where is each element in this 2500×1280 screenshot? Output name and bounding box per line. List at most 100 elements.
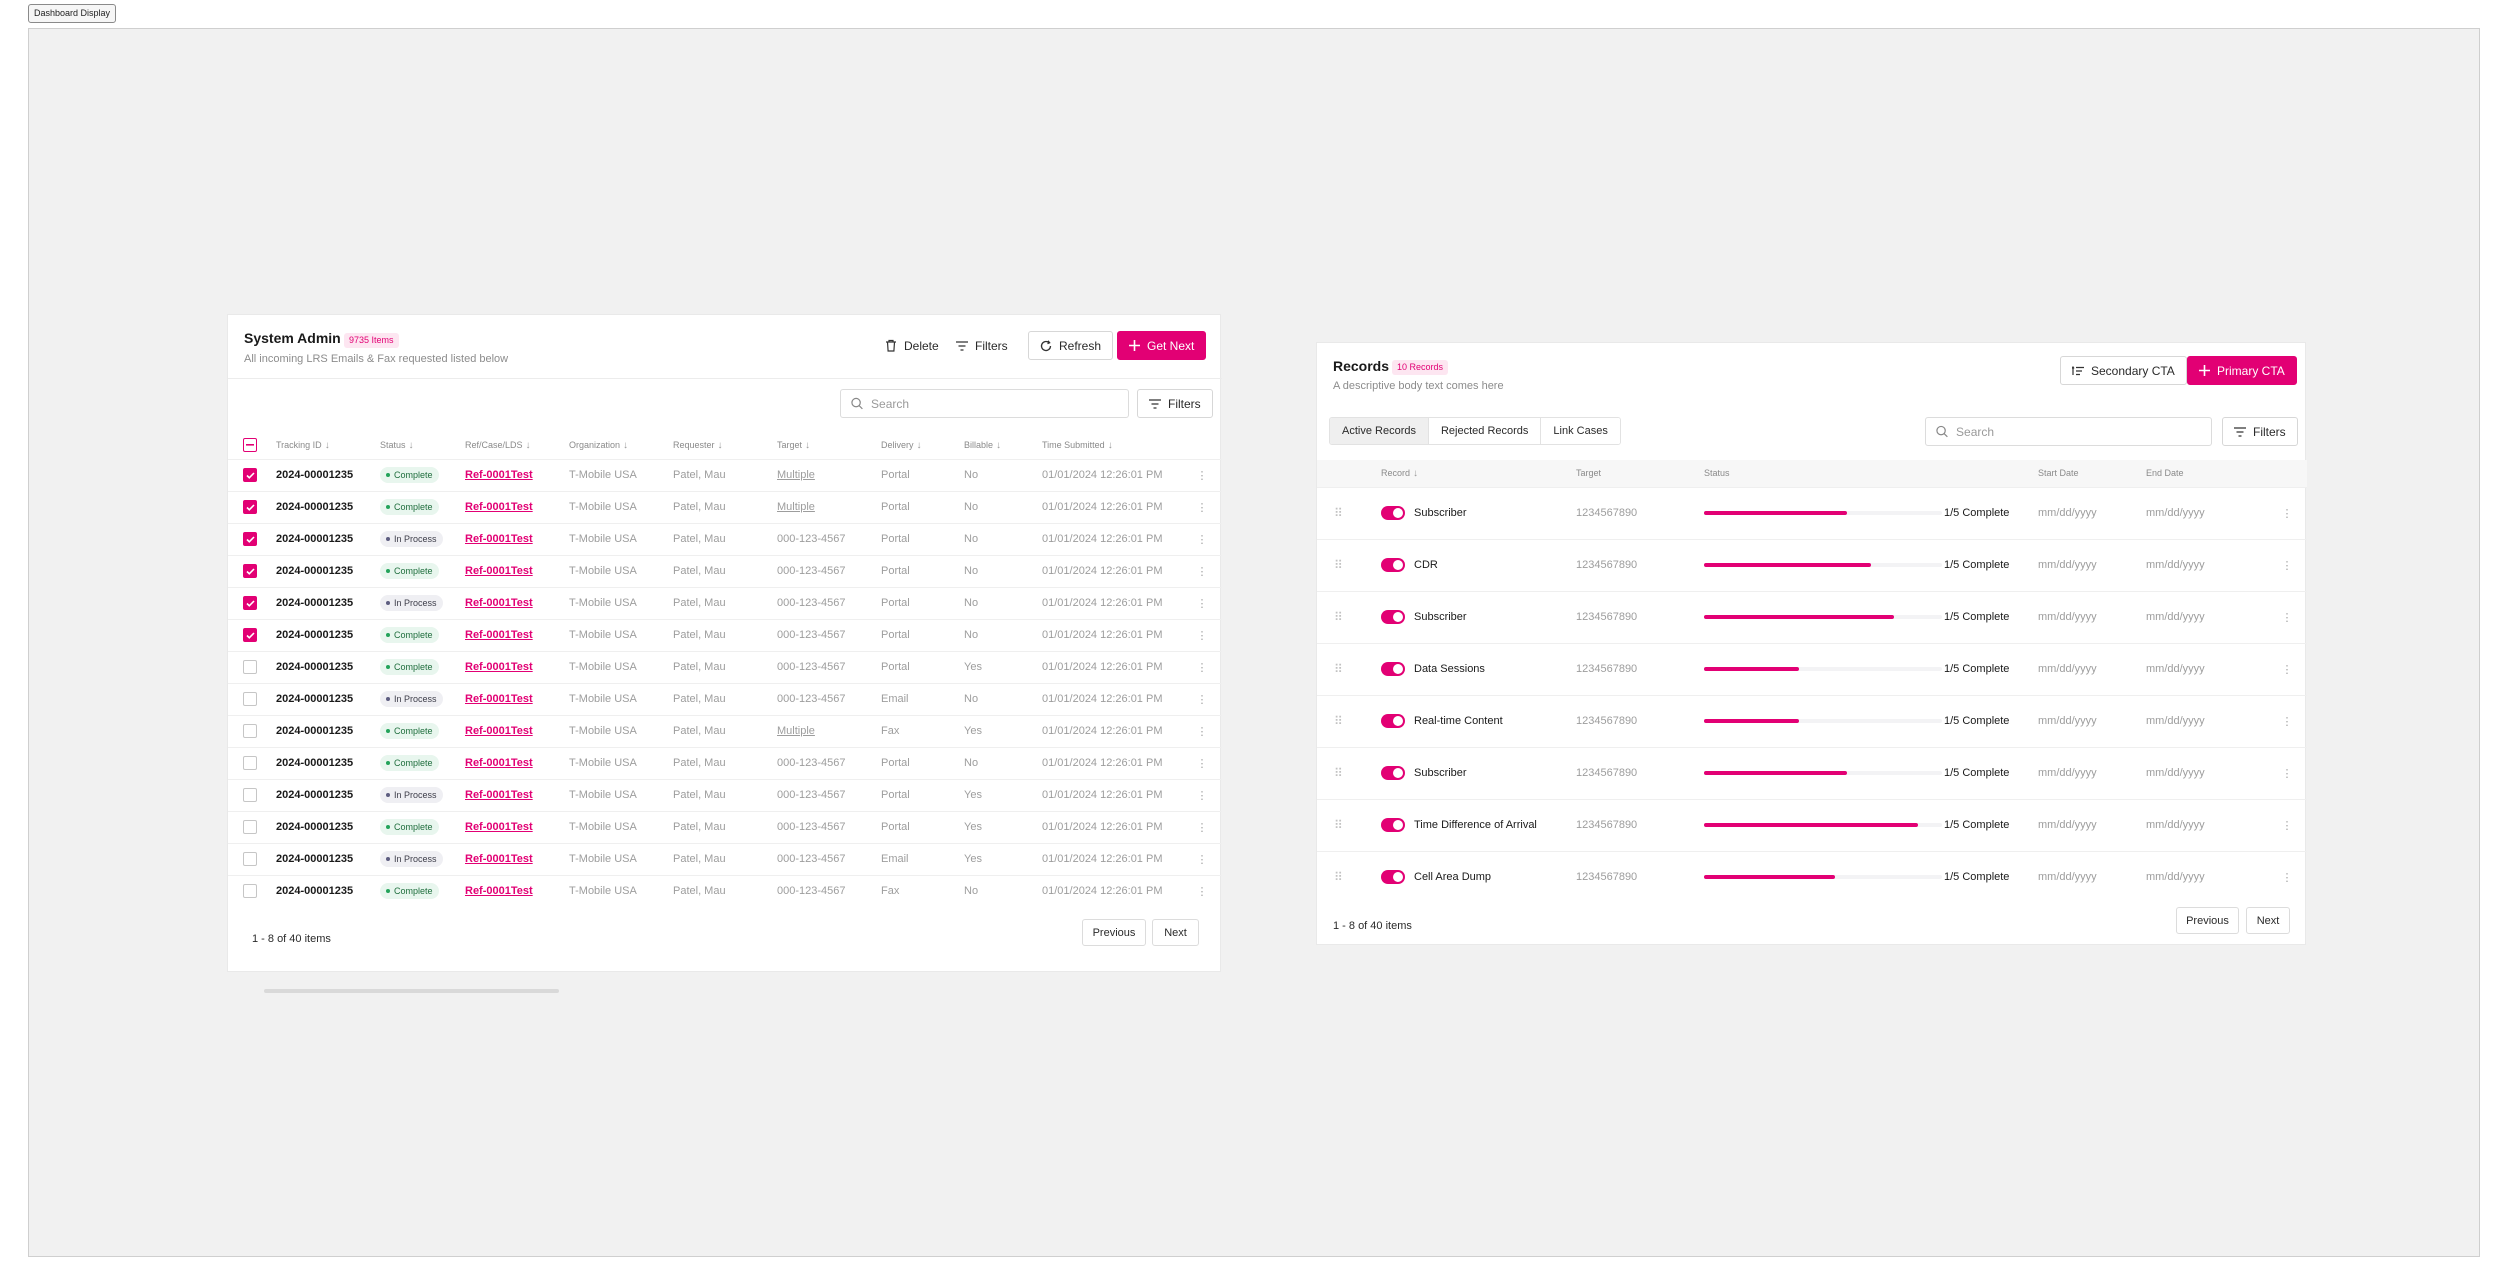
ref-link[interactable]: Ref-0001Test (465, 469, 533, 481)
drag-handle-icon[interactable]: ⠿ (1334, 506, 1343, 520)
row-menu-icon[interactable]: ⋮ (2267, 642, 2307, 695)
tab-rejected-records[interactable]: Rejected Records (1428, 418, 1542, 444)
row-checkbox[interactable] (243, 820, 257, 834)
records-search-input[interactable] (1956, 424, 2201, 439)
column-header[interactable]: Delivery ↓ (881, 439, 922, 451)
ref-link[interactable]: Ref-0001Test (465, 821, 533, 833)
row-menu-icon[interactable]: ⋮ (1182, 490, 1222, 523)
column-header[interactable]: Time Submitted ↓ (1042, 439, 1113, 451)
secondary-cta-button[interactable]: Secondary CTA (2060, 356, 2187, 385)
row-checkbox[interactable] (243, 532, 257, 546)
search-input[interactable] (871, 396, 1118, 411)
tab-link-cases[interactable]: Link Cases (1541, 418, 1620, 444)
ref-link[interactable]: Ref-0001Test (465, 661, 533, 673)
record-row[interactable]: ⠿ Subscriber 1234567890 1/5 Complete mm/dd/y… (1317, 486, 2307, 539)
column-header[interactable]: Record ↓ (1381, 467, 1419, 479)
row-menu-icon[interactable]: ⋮ (2267, 486, 2307, 539)
row-menu-icon[interactable]: ⋮ (2267, 746, 2307, 799)
table-row[interactable]: 2024-00001235 Complete Ref-0001Test T-Mobil… (228, 714, 1222, 747)
row-checkbox[interactable] (243, 500, 257, 514)
column-header[interactable]: Target ↓ (777, 439, 811, 451)
ref-link[interactable]: Ref-0001Test (465, 501, 533, 513)
row-checkbox[interactable] (243, 852, 257, 866)
ref-link[interactable]: Ref-0001Test (465, 853, 533, 865)
row-checkbox[interactable] (243, 628, 257, 642)
row-checkbox[interactable] (243, 692, 257, 706)
table-row[interactable]: 2024-00001235 Complete Ref-0001Test T-Mobil… (228, 810, 1222, 843)
ref-link[interactable]: Ref-0001Test (465, 725, 533, 737)
filters-button[interactable]: Filters (1137, 389, 1213, 418)
table-row[interactable]: 2024-00001235 Complete Ref-0001Test T-Mobil… (228, 554, 1222, 587)
drag-handle-icon[interactable]: ⠿ (1334, 610, 1343, 624)
records-next-button[interactable]: Next (2246, 907, 2290, 934)
horizontal-scrollbar[interactable] (264, 989, 559, 993)
records-search-field[interactable] (1925, 417, 2212, 446)
row-menu-icon[interactable]: ⋮ (2267, 850, 2307, 903)
next-button[interactable]: Next (1152, 919, 1199, 946)
row-menu-icon[interactable]: ⋮ (1182, 778, 1222, 811)
record-toggle[interactable] (1381, 506, 1405, 520)
row-menu-icon[interactable]: ⋮ (1182, 522, 1222, 555)
record-toggle[interactable] (1381, 662, 1405, 676)
ref-link[interactable]: Ref-0001Test (465, 789, 533, 801)
record-row[interactable]: ⠿ Real-time Content 1234567890 1/5 Complete… (1317, 694, 2307, 747)
target-cell[interactable]: Multiple (777, 501, 815, 513)
row-menu-icon[interactable]: ⋮ (2267, 798, 2307, 851)
row-checkbox[interactable] (243, 468, 257, 482)
row-menu-icon[interactable]: ⋮ (1182, 746, 1222, 779)
primary-cta-button[interactable]: Primary CTA (2187, 356, 2297, 385)
target-cell[interactable]: Multiple (777, 469, 815, 481)
column-header[interactable]: Tracking ID ↓ (276, 439, 330, 451)
get-next-button[interactable]: Get Next (1117, 331, 1207, 360)
record-row[interactable]: ⠿ Data Sessions 1234567890 1/5 Complete mm/d… (1317, 642, 2307, 695)
row-menu-icon[interactable]: ⋮ (2267, 590, 2307, 643)
row-checkbox[interactable] (243, 596, 257, 610)
column-header[interactable]: Ref/Case/LDS ↓ (465, 439, 531, 451)
table-row[interactable]: 2024-00001235 Complete Ref-0001Test T-Mobil… (228, 458, 1222, 491)
filters-button-header[interactable]: Filters (944, 331, 1020, 360)
record-row[interactable]: ⠿ Subscriber 1234567890 1/5 Complete mm/dd/y… (1317, 590, 2307, 643)
drag-handle-icon[interactable]: ⠿ (1334, 766, 1343, 780)
refresh-button[interactable]: Refresh (1028, 331, 1114, 360)
record-row[interactable]: ⠿ Time Difference of Arrival 1234567890 1/5… (1317, 798, 2307, 851)
table-row[interactable]: 2024-00001235 In Process Ref-0001Test T-Mob… (228, 586, 1222, 619)
select-all-checkbox[interactable] (243, 438, 257, 453)
row-menu-icon[interactable]: ⋮ (2267, 538, 2307, 591)
record-toggle[interactable] (1381, 818, 1405, 832)
previous-button[interactable]: Previous (1082, 919, 1146, 946)
search-field[interactable] (840, 389, 1129, 418)
row-menu-icon[interactable]: ⋮ (1182, 810, 1222, 843)
record-toggle[interactable] (1381, 714, 1405, 728)
ref-link[interactable]: Ref-0001Test (465, 693, 533, 705)
table-row[interactable]: 2024-00001235 Complete Ref-0001Test T-Mobil… (228, 490, 1222, 523)
table-row[interactable]: 2024-00001235 Complete Ref-0001Test T-Mobil… (228, 874, 1222, 907)
row-checkbox[interactable] (243, 724, 257, 738)
ref-link[interactable]: Ref-0001Test (465, 597, 533, 609)
ref-link[interactable]: Ref-0001Test (465, 885, 533, 898)
row-checkbox[interactable] (243, 660, 257, 674)
target-cell[interactable]: Multiple (777, 725, 815, 737)
column-header[interactable]: Requester ↓ (673, 439, 723, 451)
row-checkbox[interactable] (243, 564, 257, 578)
record-row[interactable]: ⠿ Subscriber 1234567890 1/5 Complete mm/dd/y… (1317, 746, 2307, 799)
column-header[interactable]: Organization ↓ (569, 439, 629, 451)
ref-link[interactable]: Ref-0001Test (465, 629, 533, 641)
row-checkbox[interactable] (243, 788, 257, 802)
ref-link[interactable]: Ref-0001Test (465, 757, 533, 769)
drag-handle-icon[interactable]: ⠿ (1334, 558, 1343, 572)
table-row[interactable]: 2024-00001235 Complete Ref-0001Test T-Mobil… (228, 746, 1222, 779)
table-row[interactable]: 2024-00001235 In Process Ref-0001Test T-Mob… (228, 682, 1222, 715)
ref-link[interactable]: Ref-0001Test (465, 565, 533, 577)
table-row[interactable]: 2024-00001235 Complete Ref-0001Test T-Mobil… (228, 650, 1222, 683)
row-menu-icon[interactable]: ⋮ (1182, 714, 1222, 747)
column-header[interactable]: Billable ↓ (964, 439, 1002, 451)
record-toggle[interactable] (1381, 766, 1405, 780)
records-filters-button[interactable]: Filters (2222, 417, 2298, 446)
table-row[interactable]: 2024-00001235 Complete Ref-0001Test T-Mobil… (228, 618, 1222, 651)
drag-handle-icon[interactable]: ⠿ (1334, 870, 1343, 885)
row-checkbox[interactable] (243, 884, 257, 899)
ref-link[interactable]: Ref-0001Test (465, 533, 533, 545)
drag-handle-icon[interactable]: ⠿ (1334, 662, 1343, 676)
records-previous-button[interactable]: Previous (2176, 907, 2239, 934)
table-row[interactable]: 2024-00001235 In Process Ref-0001Test T-Mob… (228, 522, 1222, 555)
